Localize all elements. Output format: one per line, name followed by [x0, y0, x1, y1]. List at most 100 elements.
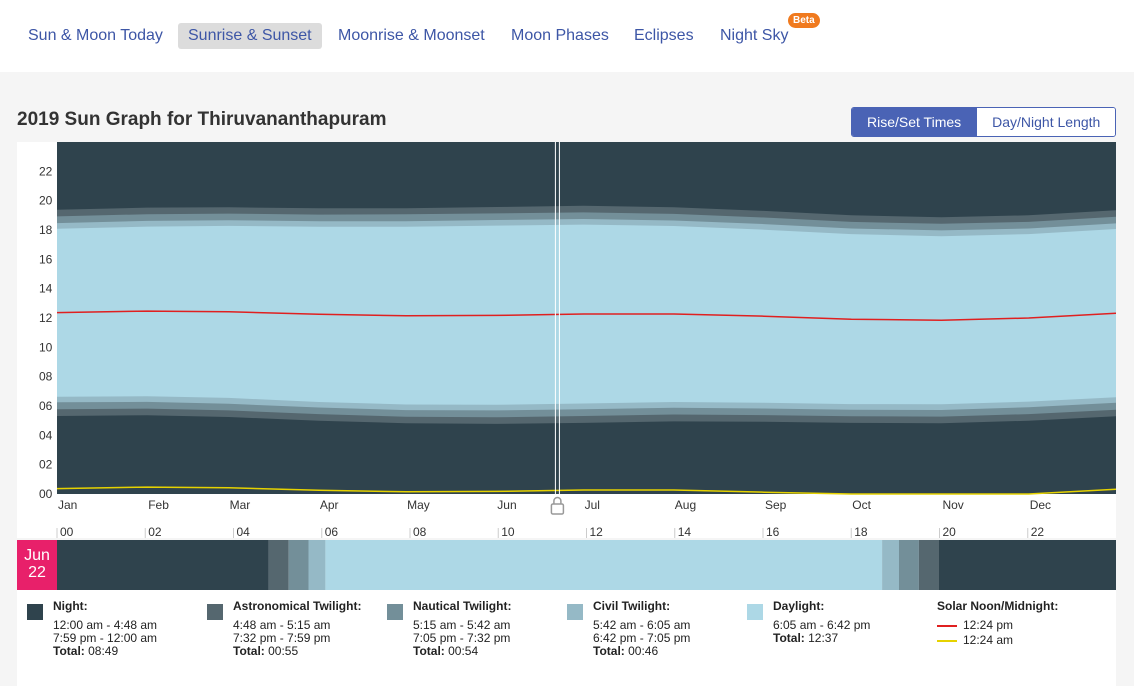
day-strip-daylight [325, 540, 883, 590]
selected-date-day: 22 [28, 564, 46, 581]
x-tick-label: Aug [675, 498, 696, 512]
legend-astronomical-title: Astronomical Twilight: [233, 599, 362, 613]
day-strip-astronomical [918, 540, 939, 590]
y-tick-label: 14 [39, 282, 53, 296]
day-strip-astronomical [268, 540, 289, 590]
legend-daylight-total-label: Total: [773, 631, 805, 645]
nautical-swatch [387, 604, 403, 620]
y-tick-label: 22 [39, 164, 53, 178]
legend-night-range-2: 7:59 pm - 12:00 am [53, 631, 158, 645]
y-tick-label: 06 [39, 399, 53, 413]
x-tick-label: Jun [497, 498, 516, 512]
solar-noon-line-swatch [937, 624, 957, 627]
x-tick-label: May [407, 498, 430, 512]
sun-graph-chart[interactable]: 00 02 04 06 08 10 12 14 16 18 20 22 Jan Feb Mar Apr May J… [17, 142, 1116, 538]
legend-civil: Civil Twilight: 5:42 am - 6:05 am 6:42 p… [567, 599, 691, 658]
legend-civil-total-label: Total: [593, 644, 625, 658]
legend-astronomical-total: 00:55 [268, 644, 299, 658]
tab-night-sky[interactable]: Night Sky [720, 27, 789, 44]
x-tick-label: Feb [148, 498, 169, 512]
lock-icon-shackle [553, 496, 562, 504]
hour-tick-label: 14 [678, 525, 692, 538]
tab-sun-moon-today[interactable]: Sun & Moon Today [28, 27, 163, 44]
x-tick-label: Apr [320, 498, 339, 512]
tab-eclipses[interactable]: Eclipses [634, 27, 694, 44]
x-axis-area [17, 494, 1116, 538]
astronomical-swatch [207, 604, 223, 620]
daylight-swatch [747, 604, 763, 620]
y-tick-label: 08 [39, 370, 53, 384]
legend-daylight: Daylight: 6:05 am - 6:42 pm Total: 12:37 [747, 599, 871, 645]
day-strip-nautical [288, 540, 309, 590]
selected-date-month: Jun [24, 547, 50, 564]
legend-civil-range-2: 6:42 pm - 7:05 pm [593, 631, 691, 645]
legend-astronomical-range-1: 4:48 am - 5:15 am [233, 618, 331, 632]
x-tick-label: Sep [765, 498, 787, 512]
legend-solar-noon: 12:24 pm [963, 618, 1014, 632]
hour-tick-label: 16 [766, 525, 780, 538]
tab-moon-phases[interactable]: Moon Phases [511, 27, 609, 44]
legend-daylight-range-1: 6:05 am - 6:42 pm [773, 618, 871, 632]
beta-badge: Beta [788, 13, 820, 28]
page-title: 2019 Sun Graph for Thiruvananthapuram [17, 109, 387, 130]
y-tick-label: 16 [39, 252, 53, 266]
rise-set-times-button[interactable]: Rise/Set Times [852, 108, 977, 136]
legend-nautical-total-label: Total: [413, 644, 445, 658]
hour-tick-label: 08 [413, 525, 427, 538]
night-swatch [27, 604, 43, 620]
hour-tick-label: 18 [854, 525, 868, 538]
tab-moonrise-moonset[interactable]: Moonrise & Moonset [338, 27, 485, 44]
solar-midnight-line [56, 486, 1116, 495]
day-strip-civil [308, 540, 326, 590]
tab-sunrise-sunset[interactable]: Sunrise & Sunset [178, 23, 322, 49]
hour-tick-label: 12 [590, 525, 604, 538]
lock-icon [550, 503, 565, 515]
top-nav: Sun & Moon Today Sunrise & Sunset Moonri… [0, 0, 1134, 72]
y-tick-label: 00 [39, 487, 53, 501]
legend-civil-total: 00:46 [628, 644, 659, 658]
x-tick-label: Oct [852, 498, 871, 512]
legend-night-title: Night: [53, 599, 88, 613]
y-tick-label: 20 [39, 194, 53, 208]
legend-astronomical: Astronomical Twilight: 4:48 am - 5:15 am… [207, 599, 362, 658]
x-tick-label: Jul [585, 498, 600, 512]
civil-swatch [567, 604, 583, 620]
hour-tick-label: 10 [501, 525, 515, 538]
hour-tick-label: 06 [325, 525, 339, 538]
hour-tick-label: 00 [60, 525, 74, 538]
legend-solar-midnight: 12:24 am [963, 633, 1014, 647]
legend-night: Night: 12:00 am - 4:48 am 7:59 pm - 12:0… [27, 599, 158, 658]
legend-solar-title: Solar Noon/Midnight: [937, 599, 1059, 613]
legend-daylight-title: Daylight: [773, 599, 825, 613]
hour-tick-label: 02 [148, 525, 162, 538]
y-axis-area [17, 142, 57, 494]
day-strip-civil [882, 540, 899, 590]
legend-solar: Solar Noon/Midnight: 12:24 pm 12:24 am [937, 600, 1058, 647]
solar-midnight-line-swatch [937, 639, 957, 642]
x-tick-label: Dec [1030, 498, 1051, 512]
legend-astronomical-total-label: Total: [233, 644, 265, 658]
legend-nautical: Nautical Twilight: 5:15 am - 5:42 am 7:0… [387, 599, 512, 658]
x-tick-label: Jan [58, 498, 77, 512]
legend-night-total-label: Total: [53, 644, 85, 658]
y-tick-label: 12 [39, 311, 53, 325]
legend-night-range-1: 12:00 am - 4:48 am [53, 618, 158, 632]
day-strip-nautical [899, 540, 919, 590]
selected-date-badge: Jun 22 [17, 540, 57, 590]
day-night-length-button[interactable]: Day/Night Length [976, 108, 1116, 136]
x-tick-label: Nov [942, 498, 963, 512]
day-strip-night [938, 540, 1116, 590]
legend-astronomical-range-2: 7:32 pm - 7:59 pm [233, 631, 331, 645]
legend: Night: 12:00 am - 4:48 am 7:59 pm - 12:0… [17, 590, 1116, 686]
legend-civil-title: Civil Twilight: [593, 599, 671, 613]
legend-night-total: 08:49 [88, 644, 119, 658]
legend-nautical-title: Nautical Twilight: [413, 599, 512, 613]
hour-tick-label: 04 [237, 525, 251, 538]
legend-nautical-range-1: 5:15 am - 5:42 am [413, 618, 511, 632]
day-strip-night [57, 540, 269, 590]
solar-noon-line [56, 310, 1116, 321]
legend-daylight-total: 12:37 [808, 631, 839, 645]
legend-nautical-range-2: 7:05 pm - 7:32 pm [413, 631, 511, 645]
legend-nautical-total: 00:54 [448, 644, 479, 658]
legend-civil-range-1: 5:42 am - 6:05 am [593, 618, 691, 632]
